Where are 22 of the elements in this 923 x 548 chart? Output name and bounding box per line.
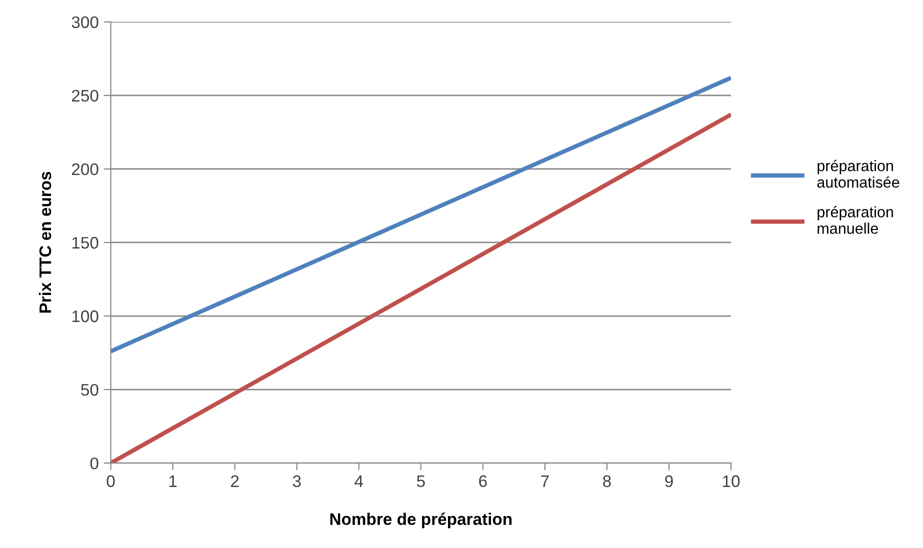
x-tick-label: 5 <box>416 475 425 488</box>
y-tick-label: 50 <box>81 384 98 396</box>
y-tick-label: 100 <box>72 310 98 322</box>
x-tick-label: 7 <box>541 475 549 487</box>
x-tick-label: 1 <box>169 475 177 487</box>
y-axis-title: Prix TTC en euros <box>38 172 52 313</box>
x-axis-title: Nombre de préparation <box>330 512 512 528</box>
x-tick-label: 9 <box>665 475 673 488</box>
x-tick-label: 2 <box>231 475 239 487</box>
y-tick-label: 150 <box>72 236 98 249</box>
legend-label: préparation automatisée <box>817 160 900 188</box>
y-tick-label: 300 <box>72 16 98 28</box>
x-tick-label: 0 <box>106 475 115 488</box>
legend-label: préparation manuelle <box>818 206 893 234</box>
x-tick-label: 6 <box>479 475 487 488</box>
x-tick-label: 10 <box>723 475 740 488</box>
y-tick-label: 0 <box>90 457 98 470</box>
x-tick-label: 4 <box>354 475 364 487</box>
x-tick-label: 8 <box>603 475 611 488</box>
y-tick-label: 200 <box>72 163 98 176</box>
x-tick-label: 3 <box>292 475 301 488</box>
y-tick-label: 250 <box>72 90 98 102</box>
